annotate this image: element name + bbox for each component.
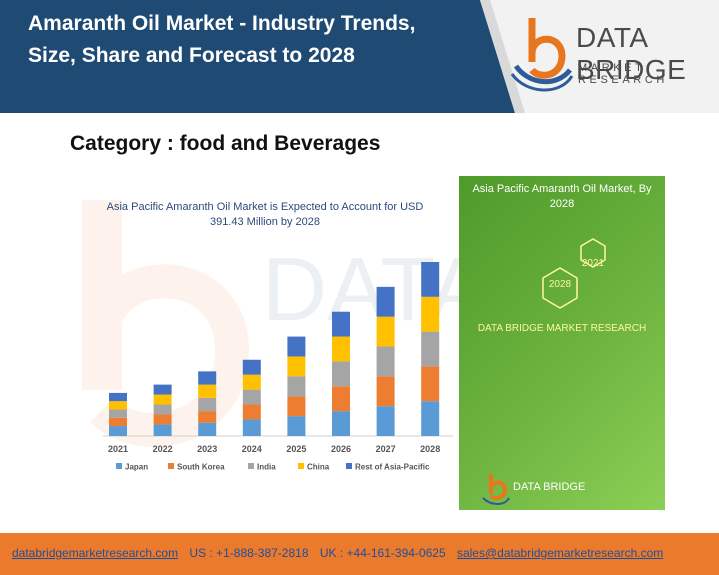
bar-segment-2022-japan: [153, 424, 172, 436]
footer-bar: databridgemarketresearch.com US : +1-888…: [0, 533, 719, 575]
legend-label: China: [307, 463, 330, 472]
bar-segment-2022-china: [153, 394, 172, 405]
bar-segment-2024-rest-of-asia-pacific: [242, 359, 261, 375]
bar-segment-2023-south-korea: [198, 411, 217, 423]
header-background: [0, 0, 525, 113]
x-tick-label: 2028: [420, 444, 440, 454]
bar-segment-2026-india: [332, 361, 350, 387]
bar-segment-2026-rest-of-asia-pacific: [332, 311, 350, 337]
email-link[interactable]: sales@databridgemarketresearch.com: [456, 546, 664, 560]
bar-segment-2026-china: [332, 336, 350, 362]
us-phone[interactable]: US : +1-888-387-2818: [189, 546, 309, 560]
category-label: Category : food and Beverages: [70, 132, 381, 155]
x-tick-label: 2026: [331, 444, 351, 454]
bar-segment-2023-india: [198, 397, 217, 412]
bar-segment-2026-japan: [332, 411, 350, 436]
bar-segment-2025-japan: [287, 416, 306, 436]
bar-segment-2027-japan: [376, 406, 395, 436]
legend-label: Japan: [125, 463, 148, 472]
logo-name: DATA BRIDGE: [576, 22, 687, 85]
legend-swatch: [298, 463, 304, 469]
bar-segment-2028-south-korea: [421, 366, 440, 402]
bar-segment-2023-japan: [198, 422, 217, 436]
chart-title: Asia Pacific Amaranth Oil Market is Expe…: [106, 201, 424, 228]
legend-label: India: [257, 463, 276, 472]
footer-contacts: databridgemarketresearch.com US : +1-888…: [12, 546, 663, 560]
x-tick-label: 2024: [242, 444, 262, 454]
side-panel-title: Asia Pacific Amaranth Oil Market, By 202…: [472, 183, 652, 210]
legend-label: Rest of Asia-Pacific: [355, 463, 430, 472]
x-tick-label: 2027: [376, 444, 396, 454]
bar-segment-2022-south-korea: [153, 414, 172, 425]
legend-swatch: [116, 463, 122, 469]
x-tick-label: 2022: [153, 444, 173, 454]
bar-segment-2021-india: [109, 409, 127, 418]
legend-swatch: [346, 463, 352, 469]
legend-label: South Korea: [177, 463, 225, 472]
bar-segment-2021-china: [109, 401, 127, 410]
bar-segment-2022-rest-of-asia-pacific: [153, 384, 172, 395]
bar-segment-2027-china: [376, 316, 395, 347]
hex-year-2028: 2028: [548, 279, 572, 290]
side-panel: Asia Pacific Amaranth Oil Market, By 202…: [459, 176, 665, 510]
bar-segment-2022-india: [153, 404, 172, 415]
bar-segment-2021-rest-of-asia-pacific: [109, 392, 127, 402]
bar-segment-2025-china: [287, 356, 306, 377]
bar-segment-2028-china: [421, 296, 440, 332]
x-tick-label: 2021: [108, 444, 128, 454]
bar-segment-2024-india: [242, 389, 261, 405]
page-title: Amaranth Oil Market - Industry Trends, S…: [28, 12, 416, 67]
bar-segment-2028-rest-of-asia-pacific: [421, 262, 440, 297]
bar-segment-2021-south-korea: [109, 417, 127, 427]
bar-segment-2026-south-korea: [332, 386, 350, 412]
bar-segment-2028-india: [421, 331, 440, 367]
bar-segment-2025-india: [287, 376, 306, 397]
side-panel-logo-text: DATA BRIDGE: [513, 481, 585, 493]
bar-segment-2028-japan: [421, 401, 440, 436]
bar-segment-2025-rest-of-asia-pacific: [287, 336, 306, 357]
uk-phone[interactable]: UK : +44-161-394-0625: [319, 546, 446, 560]
bar-segment-2021-japan: [109, 426, 127, 436]
logo-tagline: MARKET RESEARCH: [578, 62, 668, 86]
bar-segment-2024-south-korea: [242, 404, 261, 420]
bar-segment-2025-south-korea: [287, 396, 306, 417]
hex-year-2021: 2021: [581, 258, 605, 269]
hexagon-badges-icon: [542, 238, 606, 309]
logo-mark-icon: [510, 18, 574, 92]
header-band: Amaranth Oil Market - Industry Trends, S…: [0, 0, 719, 113]
x-tick-label: 2025: [286, 444, 306, 454]
bar-segment-2024-japan: [242, 419, 261, 436]
x-tick-label: 2023: [197, 444, 217, 454]
legend-swatch: [168, 463, 174, 469]
bar-segment-2027-south-korea: [376, 376, 395, 407]
bar-segment-2023-china: [198, 384, 217, 398]
side-panel-company: DATA BRIDGE MARKET RESEARCH: [477, 323, 647, 334]
legend-swatch: [248, 463, 254, 469]
brand-logo[interactable]: DATA BRIDGE MARKET RESEARCH: [510, 14, 710, 94]
bar-segment-2024-china: [242, 374, 261, 390]
bar-segment-2027-rest-of-asia-pacific: [376, 286, 395, 317]
website-link[interactable]: databridgemarketresearch.com: [12, 546, 179, 560]
bar-segment-2023-rest-of-asia-pacific: [198, 371, 217, 385]
side-panel-logo: DATA BRIDGE: [482, 474, 585, 505]
bar-segment-2027-india: [376, 346, 395, 377]
